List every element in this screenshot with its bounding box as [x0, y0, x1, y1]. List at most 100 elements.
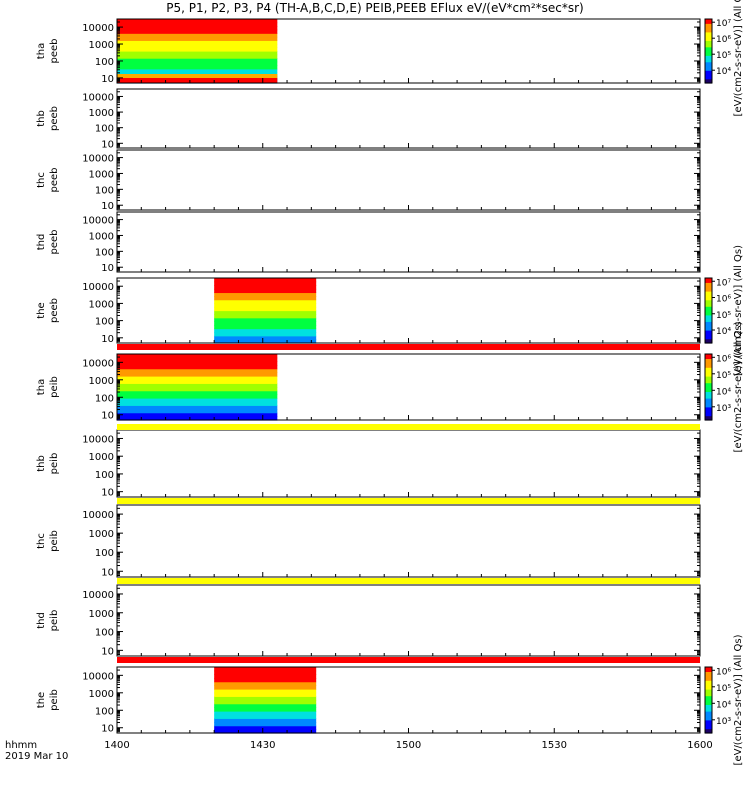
spectrogram-band — [214, 729, 317, 734]
colorbar-swatch — [705, 36, 712, 39]
colorbar-swatch — [705, 332, 712, 335]
colorbar-swatch — [705, 293, 712, 296]
colorbar-swatch — [705, 380, 712, 384]
colorbar-swatch — [705, 327, 712, 331]
panel-species-label: peeb — [49, 298, 60, 323]
colorbar-swatch — [705, 726, 712, 730]
colorbar-tick-label: 10⁵ — [716, 371, 731, 381]
colorbar-swatch — [705, 314, 712, 318]
colorbar-swatch — [705, 404, 712, 408]
colorbar-label: [eV/(cm2-s-sr-eV)] (All Qs) — [733, 0, 744, 116]
spectrogram-band — [117, 40, 278, 45]
colorbar-swatch — [705, 72, 712, 76]
colorbar-swatch — [705, 717, 712, 721]
spectrogram-band — [214, 689, 317, 694]
spectrogram-band — [214, 722, 317, 727]
panel-probe-label: thd — [36, 612, 47, 629]
colorbar-swatch — [705, 284, 712, 288]
y-tick-label: 1000 — [89, 169, 114, 180]
colorbar-swatch — [705, 680, 712, 683]
y-tick-label: 10000 — [82, 92, 114, 103]
spectrogram-block — [214, 667, 317, 734]
colorbar-swatch — [705, 724, 712, 727]
colorbar-tick-label: 10⁶ — [716, 295, 731, 305]
colorbar-swatch — [705, 682, 712, 686]
colorbar-swatch — [705, 299, 712, 303]
colorbar-swatch — [705, 288, 712, 292]
spectrogram-band — [214, 285, 317, 290]
colorbar-swatch — [705, 301, 712, 305]
colorbar-swatch — [705, 286, 712, 290]
spectrogram-band — [214, 299, 317, 304]
colorbar-swatch — [705, 278, 712, 281]
y-tick-label: 1000 — [89, 108, 114, 119]
colorbar-frame — [704, 666, 713, 734]
colorbar-swatch — [705, 697, 712, 701]
colorbar-tick-label: 10⁴ — [716, 67, 731, 77]
colorbar-swatch — [705, 33, 712, 37]
colorbar-swatch — [705, 686, 712, 690]
y-tick-label: 100 — [95, 628, 114, 639]
colorbar-swatch — [705, 360, 712, 364]
panel-probe-label: tha — [36, 379, 47, 395]
panel-frame — [116, 277, 701, 344]
colorbar-swatch — [705, 68, 712, 71]
colorbar-swatch — [705, 55, 712, 58]
y-tick-label: 100 — [95, 548, 114, 559]
colorbar-swatch — [705, 406, 712, 410]
colorbar-swatch — [705, 702, 712, 705]
spectrogram-band — [117, 390, 278, 395]
spectrogram-band — [117, 74, 278, 78]
spectrogram-band — [214, 700, 317, 705]
y-tick-label: 100 — [95, 185, 114, 196]
colorbar-swatch — [705, 321, 712, 325]
colorbar-swatch — [705, 48, 712, 52]
colorbar-swatch — [705, 304, 712, 307]
colorbar-swatch — [705, 295, 712, 299]
colorbar-swatch — [705, 719, 712, 723]
colorbar-swatch — [705, 376, 712, 379]
panel-probe-label: thd — [36, 234, 47, 251]
colorbar-swatch — [705, 367, 712, 370]
colorbar-swatch — [705, 378, 712, 381]
x-axis-date: 2019 Mar 10 — [5, 751, 68, 762]
panel-probe-label: thc — [36, 172, 47, 188]
colorbar: 10³ 10⁴ 10⁵ 10⁶ [eV/(cm2-s-sr-eV)] (All Qs) — [704, 634, 744, 765]
colorbar-swatch — [705, 46, 712, 50]
colorbar-tick-label: 10⁶ — [716, 35, 731, 45]
colorbar-swatch — [705, 330, 712, 333]
spectrogram-band — [214, 725, 317, 730]
spectrogram-band — [214, 670, 317, 675]
colorbar-swatch — [705, 409, 712, 412]
y-tick-label: 10000 — [82, 154, 114, 165]
colorbar-swatch — [705, 312, 712, 316]
colorbar-swatch — [705, 42, 712, 46]
spectrogram-band — [117, 394, 278, 399]
y-tick-label: 1000 — [89, 299, 114, 310]
spectrogram-band — [214, 703, 317, 708]
y-tick-label: 100 — [95, 706, 114, 717]
colorbar-swatch — [705, 400, 712, 403]
colorbar-tick-label: 10⁶ — [716, 354, 731, 364]
panel-probe-label: tha — [36, 43, 47, 59]
colorbar-swatch — [705, 336, 712, 340]
mode-bar — [117, 578, 700, 584]
panel-species-label: peib — [49, 453, 60, 475]
y-tick-label: 100 — [95, 57, 114, 68]
colorbar-swatch — [705, 362, 712, 366]
colorbar-swatch — [705, 708, 712, 712]
colorbar-swatch — [705, 310, 712, 314]
colorbar-swatch — [705, 354, 712, 357]
panel-frame — [116, 504, 701, 578]
colorbar-swatch — [705, 53, 712, 56]
y-tick-label: 10 — [101, 724, 114, 735]
colorbar-swatch — [705, 78, 712, 82]
colorbar-swatch — [705, 373, 712, 377]
y-tick-label: 1000 — [89, 529, 114, 540]
spectrogram-band — [214, 288, 317, 294]
colorbar-swatch — [705, 29, 712, 33]
colorbar-swatch — [705, 282, 712, 286]
colorbar-swatch — [705, 369, 712, 373]
spectrogram-band — [214, 328, 317, 333]
spectrogram-band — [214, 339, 317, 344]
